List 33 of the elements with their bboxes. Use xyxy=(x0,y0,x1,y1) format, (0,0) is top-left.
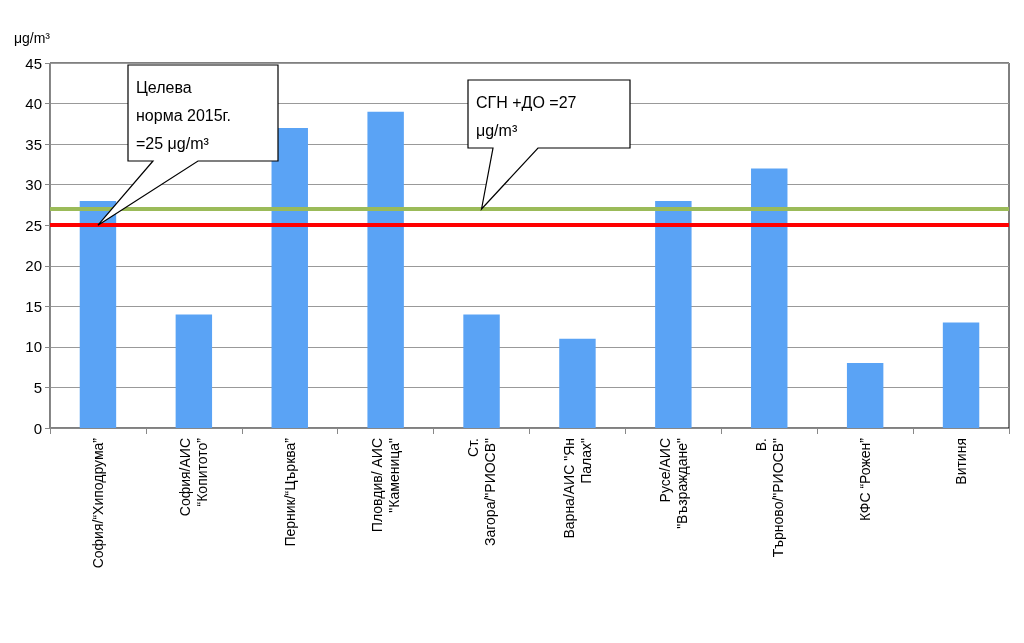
y-tick-label: 30 xyxy=(25,176,42,194)
y-tick-label: 20 xyxy=(25,257,42,275)
y-tick-label: 40 xyxy=(25,95,42,113)
y-tick-label: 15 xyxy=(25,297,42,315)
x-tick-label: София/АИС “Копитото” xyxy=(177,437,211,517)
y-tick-label: 45 xyxy=(25,54,42,72)
y-tick-label: 5 xyxy=(33,378,42,396)
x-tick-label: Перник/“Църква” xyxy=(281,437,298,547)
bar xyxy=(271,127,308,428)
y-axis-title: μg/m³ xyxy=(13,30,51,46)
x-tick-label: КФС “Рожен” xyxy=(857,437,874,521)
x-tick-label: Варна/АИС "Ян Палах" xyxy=(560,437,594,539)
bar xyxy=(751,168,788,428)
x-tick-label: В. Търново/"РИОСВ" xyxy=(752,437,786,558)
x-tick-label: Русе/АИС "Възраждане" xyxy=(656,437,690,529)
bar xyxy=(367,111,404,428)
x-tick-label: Витиня xyxy=(953,438,970,485)
x-tick-label: София/“Хиподрума” xyxy=(89,437,106,569)
y-tick-label: 25 xyxy=(25,216,42,234)
bar xyxy=(942,322,980,428)
bar xyxy=(175,314,213,428)
x-tick-label: Ст. Загора/"РИОСВ" xyxy=(465,437,499,546)
y-tick-label: 10 xyxy=(25,338,42,356)
bar xyxy=(655,200,692,428)
y-tick-label: 0 xyxy=(33,419,42,437)
annotation: СГН +ДО =27 μg/m³ xyxy=(476,93,577,139)
bar xyxy=(846,363,884,428)
annotation: Целева норма 2015г. =25 μg/m³ xyxy=(136,78,231,152)
bar xyxy=(559,338,596,428)
y-tick-label: 35 xyxy=(25,135,42,153)
bar xyxy=(463,314,500,428)
x-tick-label: Пловдив/ АИС "Каменица" xyxy=(369,437,403,533)
bar xyxy=(79,200,117,428)
